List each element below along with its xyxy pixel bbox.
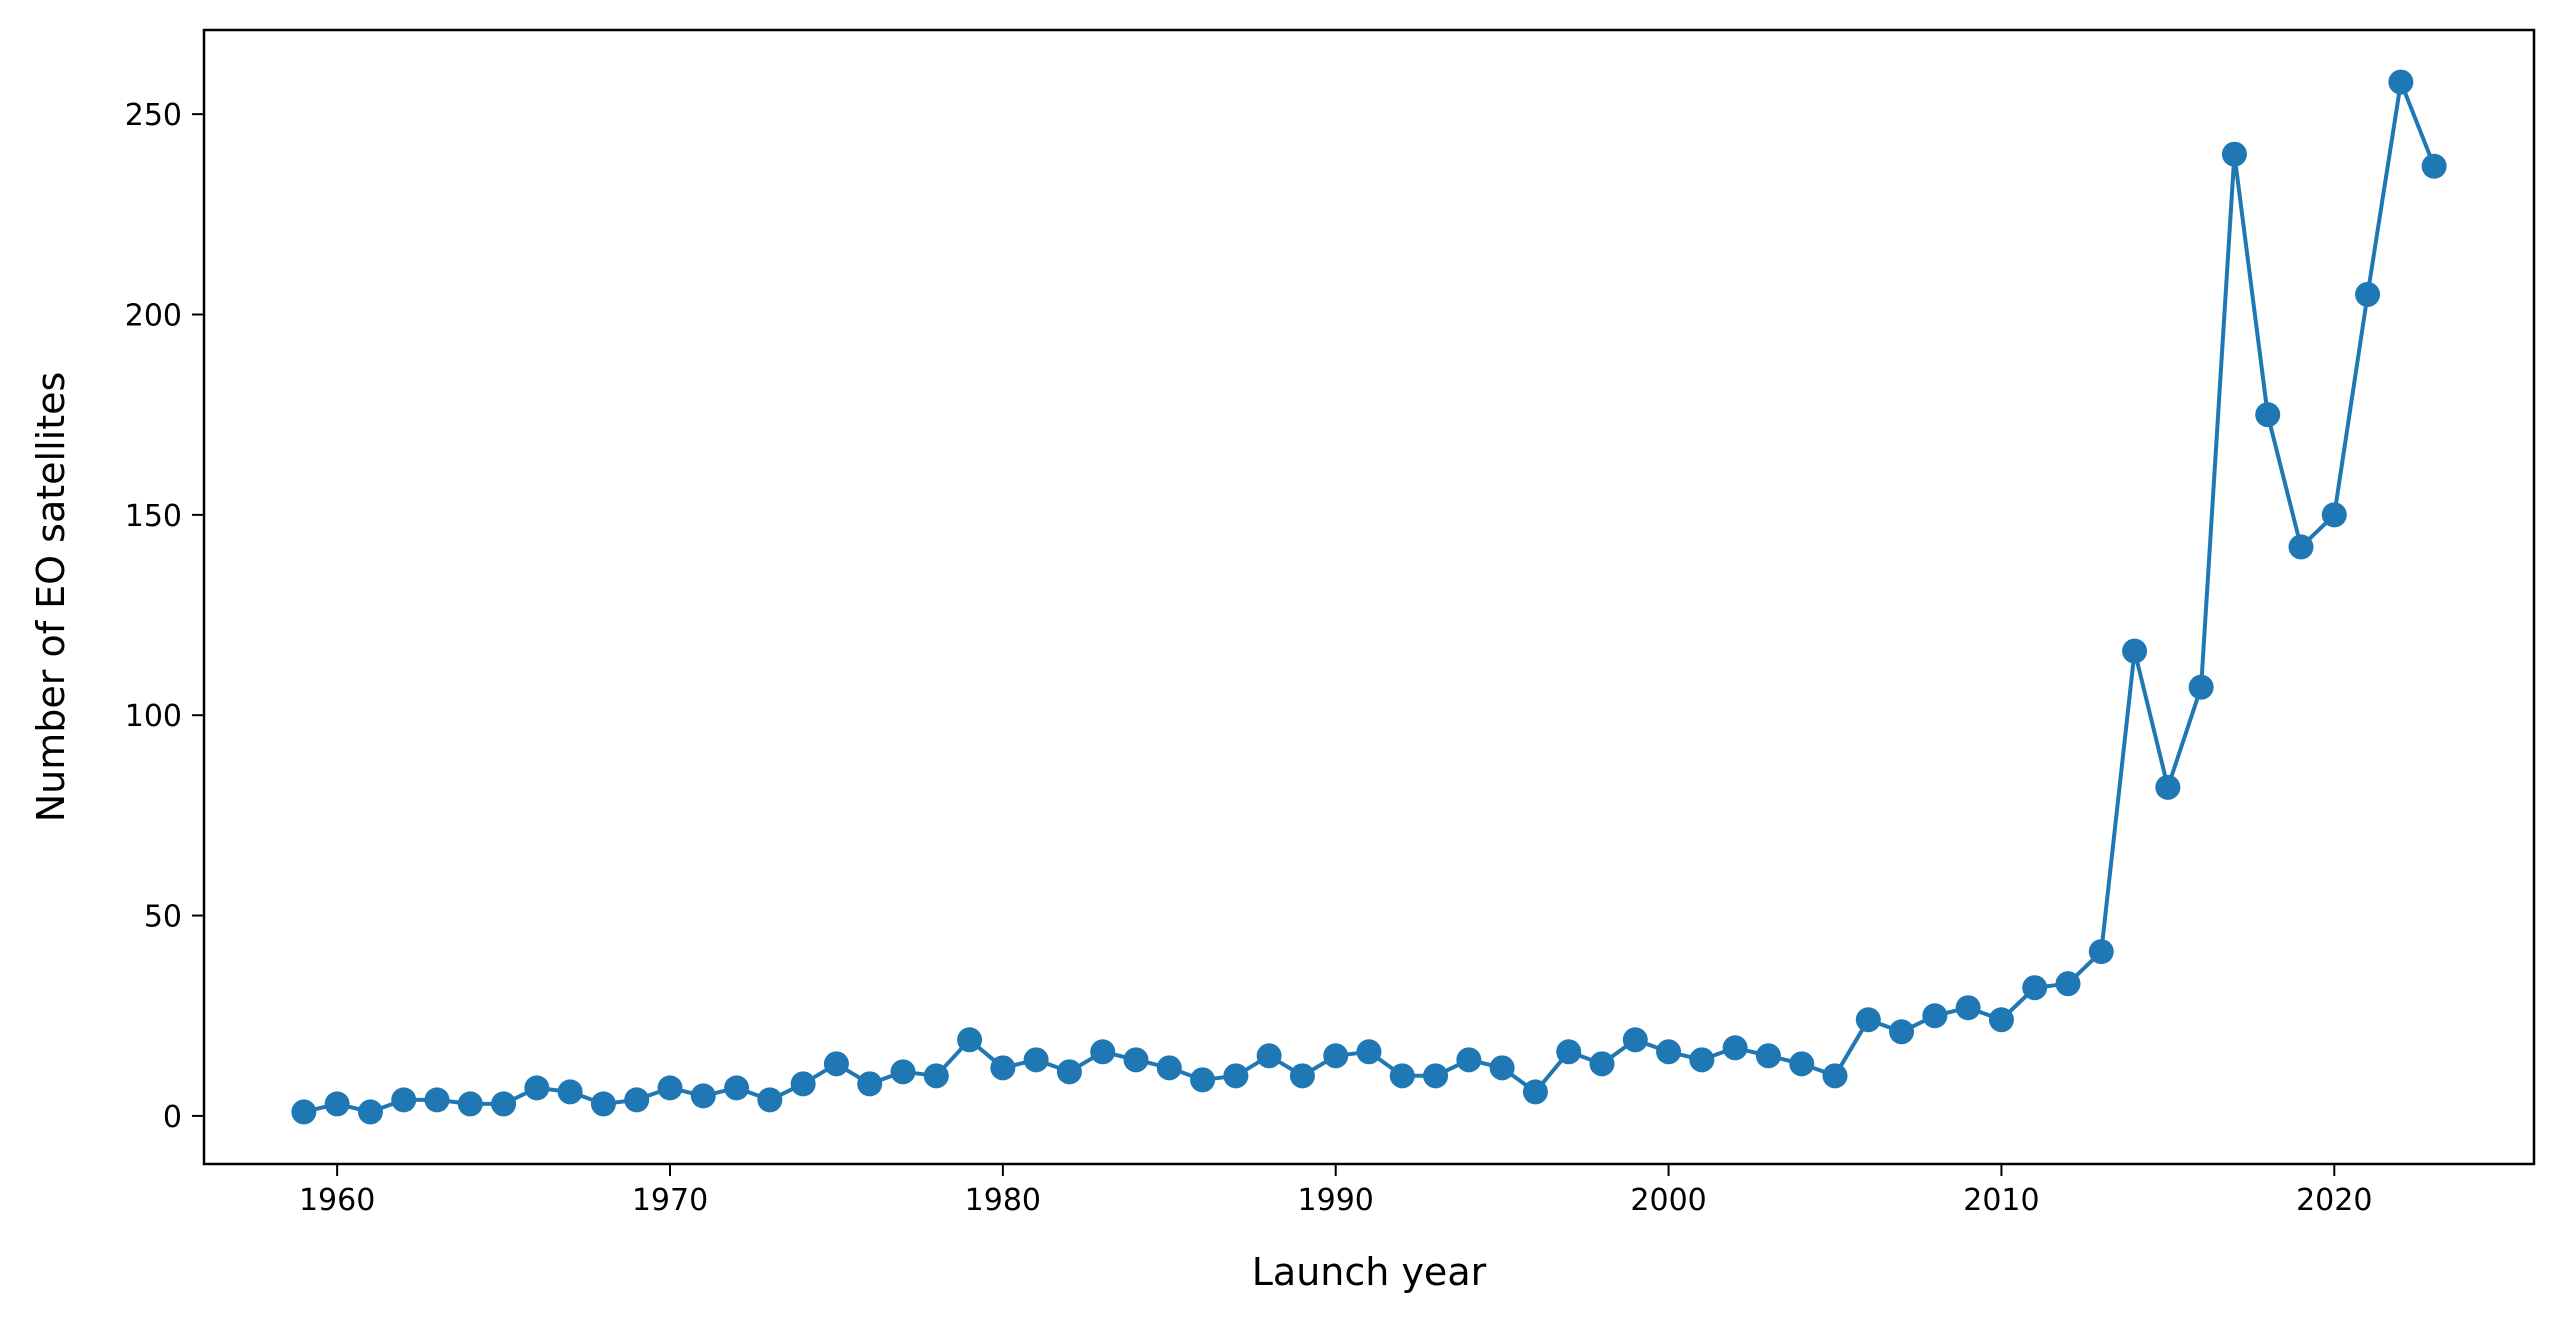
data-point bbox=[2388, 69, 2414, 95]
x-tick-label: 1990 bbox=[1298, 1183, 1374, 1218]
data-point bbox=[1190, 1067, 1216, 1093]
data-point bbox=[1988, 1007, 2014, 1033]
data-point bbox=[2055, 971, 2081, 997]
data-point bbox=[1090, 1039, 1116, 1065]
data-point bbox=[324, 1091, 350, 1117]
x-tick-label: 1960 bbox=[299, 1183, 375, 1218]
data-point bbox=[1156, 1055, 1182, 1081]
data-point bbox=[1456, 1047, 1482, 1073]
data-point bbox=[1356, 1039, 1382, 1065]
x-tick-label: 2000 bbox=[1630, 1183, 1706, 1218]
data-point bbox=[1589, 1051, 1615, 1077]
data-point bbox=[2155, 774, 2181, 800]
data-point bbox=[2188, 674, 2214, 700]
y-tick-label: 200 bbox=[125, 299, 182, 334]
x-tick-label: 1970 bbox=[632, 1183, 708, 1218]
data-point bbox=[1556, 1039, 1582, 1065]
data-point bbox=[624, 1087, 650, 1113]
y-tick-label: 50 bbox=[144, 900, 182, 935]
data-point bbox=[1522, 1079, 1548, 1105]
data-point bbox=[2321, 502, 2347, 528]
data-point bbox=[1922, 1003, 1948, 1029]
data-point bbox=[1023, 1047, 1049, 1073]
data-point bbox=[690, 1083, 716, 1109]
series-line bbox=[303, 80, 2436, 1114]
y-tick-label: 0 bbox=[163, 1100, 182, 1135]
data-point bbox=[1955, 995, 1981, 1021]
data-point bbox=[1256, 1043, 1282, 1069]
x-tick-label: 2020 bbox=[2296, 1183, 2372, 1218]
data-point bbox=[923, 1063, 949, 1089]
x-axis: 1960 1970 1980 1990 2000 2010 2020 bbox=[299, 1164, 2372, 1218]
data-point bbox=[1656, 1039, 1682, 1065]
data-point bbox=[1755, 1043, 1781, 1069]
data-point bbox=[1423, 1063, 1449, 1089]
data-point bbox=[2022, 975, 2048, 1001]
data-point bbox=[823, 1051, 849, 1077]
data-point bbox=[524, 1075, 550, 1101]
data-point bbox=[1123, 1047, 1149, 1073]
data-point bbox=[1489, 1055, 1515, 1081]
data-point bbox=[357, 1099, 383, 1125]
data-point bbox=[2088, 939, 2114, 965]
data-point bbox=[857, 1071, 883, 1097]
data-point bbox=[424, 1087, 450, 1113]
y-tick-label: 250 bbox=[125, 98, 182, 133]
y-axis-title: Number of EO satellites bbox=[29, 372, 73, 823]
data-point bbox=[457, 1091, 483, 1117]
data-point bbox=[1056, 1059, 1082, 1085]
y-tick-label: 150 bbox=[125, 499, 182, 534]
data-point bbox=[2221, 141, 2247, 167]
data-point bbox=[590, 1091, 616, 1117]
data-point bbox=[790, 1071, 816, 1097]
series-layer bbox=[291, 69, 2447, 1125]
data-point bbox=[1822, 1063, 1848, 1089]
y-tick-label: 100 bbox=[125, 699, 182, 734]
data-point bbox=[491, 1091, 517, 1117]
data-point bbox=[1722, 1035, 1748, 1061]
data-point bbox=[757, 1087, 783, 1113]
y-axis: 0 50 100 150 200 250 bbox=[125, 98, 204, 1135]
data-point bbox=[291, 1099, 317, 1125]
data-point bbox=[557, 1079, 583, 1105]
data-point bbox=[657, 1075, 683, 1101]
data-point bbox=[2421, 153, 2447, 179]
data-point bbox=[391, 1087, 417, 1113]
data-point bbox=[1389, 1063, 1415, 1089]
data-point bbox=[1789, 1051, 1815, 1077]
data-point bbox=[2288, 534, 2314, 560]
data-point bbox=[1889, 1019, 1915, 1045]
data-point bbox=[2255, 402, 2281, 428]
x-axis-title: Launch year bbox=[1252, 1250, 1487, 1294]
data-point bbox=[1689, 1047, 1715, 1073]
data-point bbox=[1855, 1007, 1881, 1033]
x-tick-label: 2010 bbox=[1963, 1183, 2039, 1218]
data-point bbox=[2122, 638, 2148, 664]
data-point bbox=[990, 1055, 1016, 1081]
data-point bbox=[1622, 1027, 1648, 1053]
plot-frame bbox=[202, 28, 2536, 1166]
data-point bbox=[1289, 1063, 1315, 1089]
x-tick-label: 1980 bbox=[965, 1183, 1041, 1218]
data-point bbox=[1223, 1063, 1249, 1089]
data-point bbox=[1323, 1043, 1349, 1069]
data-point bbox=[724, 1075, 750, 1101]
data-point bbox=[890, 1059, 916, 1085]
data-point bbox=[2355, 281, 2381, 307]
data-point bbox=[957, 1027, 983, 1053]
